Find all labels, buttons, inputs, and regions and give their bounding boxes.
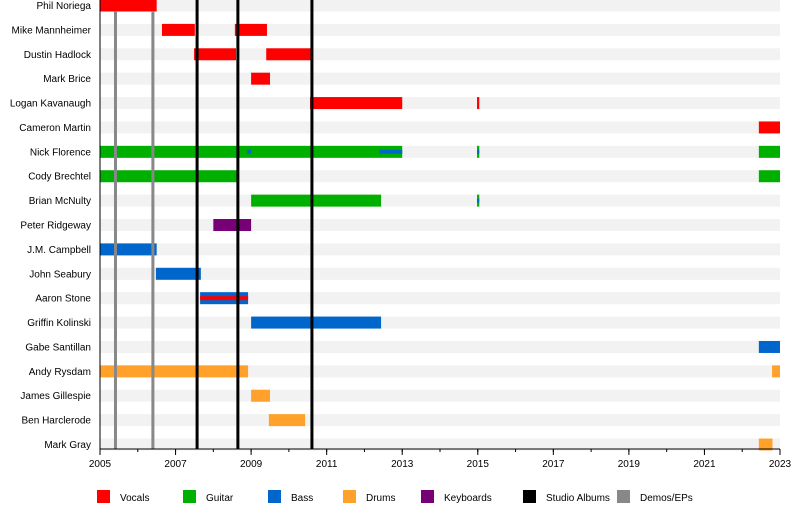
legend-swatch: [617, 490, 630, 503]
legend-swatch: [268, 490, 281, 503]
member-label: Andy Rysdam: [29, 367, 91, 378]
member-label: Brian McNulty: [29, 196, 91, 207]
legend-swatch: [97, 490, 110, 503]
row-band: [100, 23, 780, 36]
row-band: [100, 438, 780, 451]
row-band: [100, 219, 780, 232]
legend-label: Studio Albums: [546, 493, 610, 504]
row-band: [100, 414, 780, 427]
member-label: James Gillespie: [20, 391, 91, 402]
member-label: J.M. Campbell: [27, 245, 91, 256]
row-band: [100, 194, 780, 207]
bar-vocals: [266, 48, 312, 61]
bar-vocals: [758, 121, 780, 134]
legend-label: Demos/EPs: [640, 493, 693, 504]
x-tick-label: 2009: [240, 459, 263, 470]
bar-drums: [100, 365, 249, 378]
bar-bass: [758, 340, 780, 353]
member-label: Mark Gray: [44, 440, 91, 451]
legend-swatch: [523, 490, 536, 503]
member-label: Phil Noriega: [37, 1, 92, 12]
x-tick-label: 2021: [693, 459, 716, 470]
x-tick-label: 2005: [89, 459, 112, 470]
bar-guitar: [251, 194, 382, 207]
x-tick-label: 2007: [164, 459, 187, 470]
bar-bass: [247, 149, 252, 154]
x-tick-label: 2013: [391, 459, 414, 470]
bar-bass: [379, 149, 403, 154]
bar-vocals: [477, 97, 480, 110]
bar-vocals: [310, 97, 403, 110]
bar-vocals: [251, 72, 270, 85]
member-label: Mike Mannheimer: [12, 25, 92, 36]
x-tick-label: 2017: [542, 459, 565, 470]
row-band: [100, 340, 780, 353]
member-label: Logan Kavanaugh: [10, 99, 91, 110]
member-label: Aaron Stone: [35, 294, 91, 305]
x-tick-label: 2019: [618, 459, 641, 470]
bar-drums: [772, 365, 780, 378]
legend-label: Drums: [366, 493, 395, 504]
row-band: [100, 316, 780, 329]
bar-bass: [477, 198, 480, 203]
bar-guitar: [758, 145, 780, 158]
bar-drums: [251, 389, 270, 402]
member-label: Gabe Santillan: [25, 342, 91, 353]
member-label: Nick Florence: [30, 147, 92, 158]
member-label: Dustin Hadlock: [24, 50, 92, 61]
row-band: [100, 170, 780, 183]
member-label: John Seabury: [29, 269, 91, 280]
bar-guitar: [100, 145, 403, 158]
bar-bass: [477, 149, 480, 154]
legend-label: Vocals: [120, 493, 149, 504]
member-label: Ben Harclerode: [22, 416, 92, 427]
legend-swatch: [343, 490, 356, 503]
bar-bass: [155, 267, 201, 280]
legend-label: Keyboards: [444, 493, 492, 504]
x-tick-label: 2011: [316, 459, 338, 470]
legend-swatch: [421, 490, 434, 503]
bar-guitar: [100, 170, 239, 183]
legend-swatch: [183, 490, 196, 503]
row-band: [100, 97, 780, 110]
bar-vocals: [194, 48, 236, 61]
row-band: [100, 243, 780, 256]
legend-label: Bass: [291, 493, 313, 504]
bar-vocals: [100, 0, 157, 12]
bar-keyboards: [213, 219, 252, 232]
member-label: Mark Brice: [43, 74, 91, 85]
row-band: [100, 267, 780, 280]
row-band: [100, 389, 780, 402]
bar-vocals: [234, 23, 267, 36]
x-tick-label: 2023: [769, 459, 792, 470]
row-band: [100, 72, 780, 85]
legend-label: Guitar: [206, 493, 234, 504]
row-band: [100, 292, 780, 305]
member-label: Griffin Kolinski: [27, 318, 91, 329]
bar-guitar: [758, 170, 780, 183]
member-label: Peter Ridgeway: [20, 221, 91, 232]
bar-drums: [268, 414, 306, 427]
row-band: [100, 365, 780, 378]
member-label: Cody Brechtel: [28, 172, 91, 183]
x-tick-label: 2015: [467, 459, 490, 470]
row-band: [100, 0, 780, 12]
bar-drums: [758, 438, 773, 451]
member-label: Cameron Martin: [19, 123, 91, 134]
bar-vocals: [161, 23, 195, 36]
bar-bass: [251, 316, 382, 329]
row-band: [100, 121, 780, 134]
bar-bass: [100, 243, 157, 256]
bar-vocals: [200, 296, 249, 301]
